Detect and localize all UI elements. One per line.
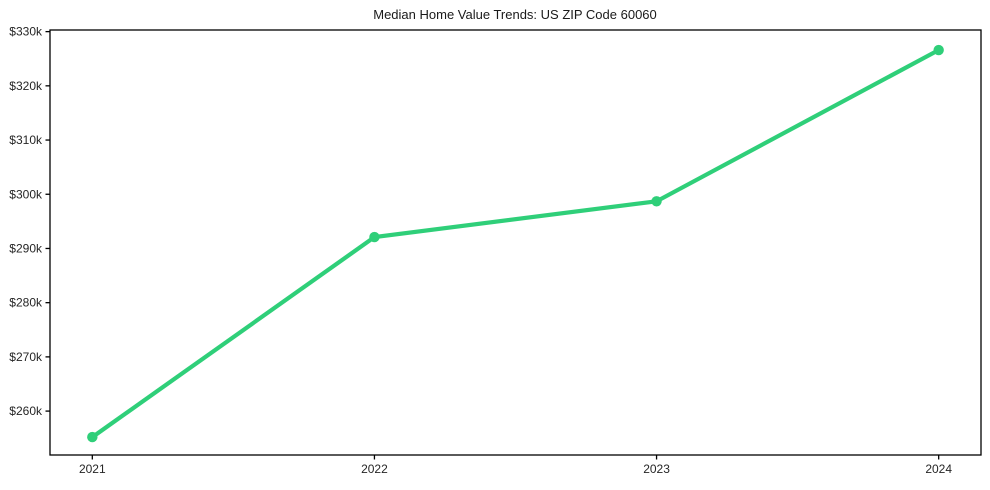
data-point-marker [651,196,662,207]
x-tick-label: 2023 [643,462,670,476]
data-point-marker [933,44,944,56]
data-point-marker [369,231,380,243]
y-tick-label: $310k [9,133,43,147]
y-tick-label: $260k [9,404,43,418]
x-tick-label: 2021 [79,462,106,476]
chart-title: Median Home Value Trends: US ZIP Code 60… [373,7,657,22]
x-tick-label: 2024 [925,462,952,476]
y-tick-label: $300k [9,187,43,201]
x-tick-label: 2022 [361,462,388,476]
trend-line [90,47,941,440]
y-tick-label: $320k [9,79,43,93]
data-point-marker [87,431,98,443]
y-tick-label: $280k [9,296,43,310]
y-tick-label: $290k [9,241,43,255]
y-tick-label: $270k [9,350,43,364]
y-tick-label: $330k [9,25,43,39]
plot-border [49,29,982,456]
